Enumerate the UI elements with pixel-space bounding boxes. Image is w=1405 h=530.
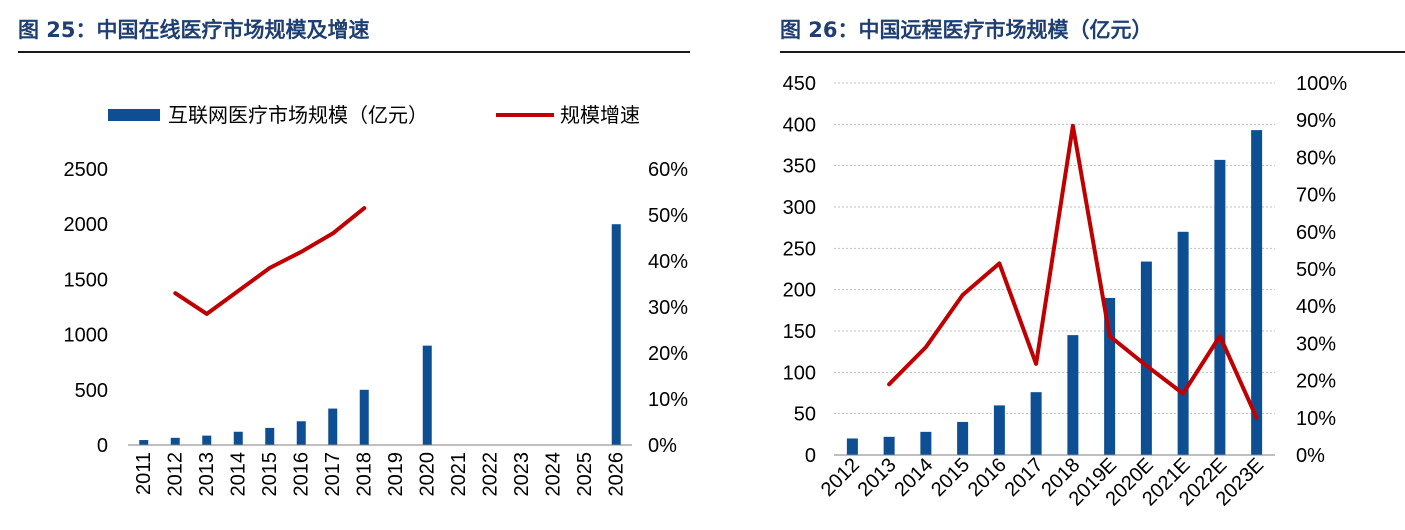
chart-right: 0 50 100 150 200 250 300 350 400 450 0% 10% 20% 30% 40… (783, 73, 1348, 510)
y-tick-label: 250 (783, 238, 816, 260)
x-tick-label: 2017 (322, 452, 344, 497)
y2-tick-label: 30% (1296, 333, 1336, 355)
x-tick-label: 2012 (817, 454, 864, 501)
y2-tick-label: 70% (1296, 185, 1336, 207)
chart-left: 0 500 1000 1500 2000 2500 0% 10% 20% 30% 40% 50% 60%… (64, 104, 689, 497)
bar (265, 427, 275, 445)
bar (1030, 392, 1042, 455)
chart-panel-left: 图 25：中国在线医疗市场规模及增速 0 500 1000 1500 2000 2500 0… (0, 0, 690, 530)
bar (1104, 297, 1116, 455)
bar (233, 431, 243, 445)
bar (202, 435, 212, 445)
growth-line (173, 206, 367, 316)
bar (296, 421, 306, 445)
y2-tick-label: 10% (648, 389, 688, 411)
y-tick-label: 500 (75, 380, 108, 402)
x-tick-label: 2014 (890, 454, 937, 501)
x-tick-label: 2023 (511, 452, 533, 497)
y2-tick-label: 60% (1296, 222, 1336, 244)
x-tick-label: 2020 (416, 452, 438, 497)
bar (920, 431, 932, 455)
title-divider (18, 51, 690, 53)
y-tick-label: 0 (97, 435, 108, 457)
y-tick-label: 400 (783, 114, 816, 136)
x-tick-label: 2011 (133, 452, 155, 495)
y-tick-label: 1000 (64, 325, 109, 347)
y-tick-label: 2500 (64, 159, 109, 181)
bar (328, 408, 338, 445)
y2-tick-label: 60% (648, 159, 688, 181)
y2-tick-label: 100% (1296, 73, 1347, 95)
bar (957, 421, 969, 455)
x-tick-label: 2025 (574, 452, 596, 497)
bar (993, 405, 1005, 455)
legend-bar-swatch (108, 109, 160, 121)
x-tick-label: 2021 (448, 452, 470, 497)
chart-title: 图 26：中国远程医疗市场规模（亿元） (780, 18, 1153, 42)
y2-tick-label: 90% (1296, 110, 1336, 132)
bar (139, 440, 149, 445)
y-tick-label: 0 (805, 445, 816, 467)
legend-label: 规模增速 (560, 104, 640, 127)
y-tick-label: 350 (783, 156, 816, 178)
bar (359, 389, 369, 445)
legend-label: 互联网医疗市场规模（亿元） (168, 104, 428, 127)
x-tick-label: 2013 (196, 452, 218, 497)
y2-tick-label: 50% (648, 205, 688, 227)
y-tick-label: 100 (783, 362, 816, 384)
bar (170, 437, 180, 445)
bar (611, 224, 621, 445)
y-tick-label: 50 (794, 404, 816, 426)
bar (1140, 261, 1152, 455)
bar (846, 438, 858, 455)
chart-panel-right: 图 26：中国远程医疗市场规模（亿元） 0 50 100 150 200 250 300 35… (770, 0, 1405, 530)
x-tick-label: 2014 (227, 452, 249, 497)
y-tick-label: 150 (783, 321, 816, 343)
bar (422, 345, 432, 445)
x-tick-label: 2015 (927, 454, 974, 501)
growth-line (887, 123, 1259, 420)
y-tick-label: 200 (783, 280, 816, 302)
y2-tick-label: 0% (648, 435, 677, 457)
y2-tick-label: 40% (648, 251, 688, 273)
x-tick-label: 2024 (542, 452, 564, 497)
y2-tick-label: 20% (648, 343, 688, 365)
x-tick-label: 2019 (385, 452, 407, 497)
bar (883, 436, 895, 455)
title-divider (780, 51, 1405, 53)
x-tick-label: 2016 (964, 454, 1011, 501)
x-tick-label: 2026 (605, 452, 627, 497)
y2-tick-label: 50% (1296, 259, 1336, 281)
x-tick-label: 2017 (1001, 454, 1048, 501)
x-tick-label: 2018 (353, 452, 375, 497)
y2-tick-label: 80% (1296, 147, 1336, 169)
x-tick-label: 2022 (479, 452, 501, 497)
x-tick-label: 2012 (164, 452, 186, 497)
y2-tick-label: 40% (1296, 296, 1336, 318)
y-tick-label: 300 (783, 197, 816, 219)
chart-title: 图 25：中国在线医疗市场规模及增速 (18, 18, 370, 42)
bar (1067, 335, 1079, 455)
x-tick-label: 2015 (259, 452, 281, 497)
y2-tick-label: 20% (1296, 371, 1336, 393)
y2-tick-label: 30% (648, 297, 688, 319)
bar (1214, 159, 1226, 455)
y-tick-label: 450 (783, 73, 816, 95)
x-tick-label: 2016 (290, 452, 312, 497)
y-tick-label: 2000 (64, 214, 109, 236)
bar (1251, 130, 1263, 455)
bar (1177, 231, 1189, 455)
x-tick-label: 2013 (854, 454, 901, 501)
y2-tick-label: 10% (1296, 408, 1336, 430)
y2-tick-label: 0% (1296, 445, 1325, 467)
y-tick-label: 1500 (64, 269, 109, 291)
